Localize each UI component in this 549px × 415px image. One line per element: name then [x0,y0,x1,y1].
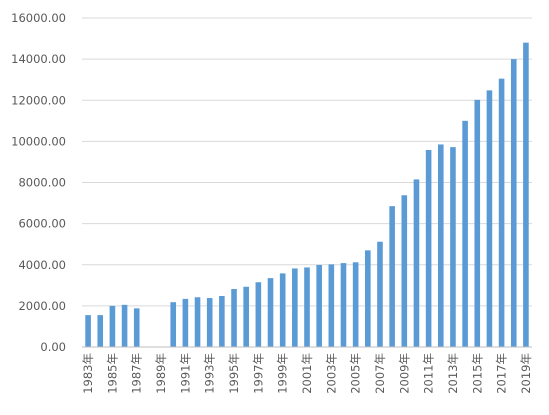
bar [486,90,493,347]
x-tick-label: 1995年 [227,353,241,394]
bar [219,296,225,347]
bar [121,304,128,347]
x-tick-label: 1987年 [130,353,144,394]
bar [510,59,517,347]
bar [328,264,335,347]
x-tick-label: 1993年 [203,353,217,394]
bar [170,302,177,347]
bar [279,273,286,347]
bar [401,195,408,347]
x-tick-label: 2003年 [324,353,338,394]
x-tick-label: 1985年 [105,353,119,394]
bar [304,267,310,347]
x-tick-label: 2015年 [470,353,484,394]
bar [437,144,444,347]
x-tick-label: 2001年 [300,353,314,394]
x-tick-label: 1991年 [178,353,192,394]
y-tick-label: 0.00 [40,340,66,354]
x-tick-label: 2007年 [373,353,387,394]
x-tick-label: 2009年 [397,353,411,394]
bar [133,308,140,347]
x-tick-label: 2019年 [519,353,533,394]
bar [340,263,347,347]
bar-series [85,42,529,348]
bar [450,147,456,347]
bar [194,297,201,347]
bar [377,241,383,347]
bar [425,150,432,347]
bar [352,262,359,347]
bar [474,99,481,348]
y-tick-label: 12000.00 [11,93,66,107]
x-tick-label: 2017年 [495,353,509,394]
y-tick-label: 4000.00 [18,258,66,272]
y-tick-label: 6000.00 [18,217,66,231]
x-tick-label: 1989年 [154,353,168,394]
bar [498,78,505,348]
bar [109,305,116,347]
x-tick-label: 2011年 [422,353,436,394]
x-tick-label: 2005年 [349,353,363,394]
x-tick-label: 1997年 [251,353,265,394]
y-tick-label: 2000.00 [18,299,66,313]
bar [85,315,91,347]
y-tick-label: 8000.00 [18,176,66,190]
bar [97,315,104,347]
bar [255,282,262,347]
gridlines [82,17,532,307]
bar [413,179,420,347]
y-tick-label: 14000.00 [11,52,66,66]
bar [267,278,274,347]
x-axis-tick-labels: 1983年 1985年 1987年 1989年 1991年 1993年 1995年 1997年… [81,353,533,394]
y-axis-tick-labels: 0.00 2000.00 4000.00 6000.00 8000.00 10000.00… [11,11,66,354]
bar [365,250,371,347]
x-tick-label: 1983年 [81,353,95,394]
bar [462,120,468,347]
bar [231,289,237,347]
bar [316,264,322,347]
bar [292,268,298,347]
bar [206,298,213,347]
x-tick-label: 1999年 [276,353,290,394]
bar [182,298,189,347]
y-tick-label: 16000.00 [11,11,66,25]
bar [389,206,395,347]
x-tick-label: 2013年 [446,353,460,394]
y-tick-label: 10000.00 [11,134,66,148]
bar [523,42,529,348]
bar [243,286,249,347]
